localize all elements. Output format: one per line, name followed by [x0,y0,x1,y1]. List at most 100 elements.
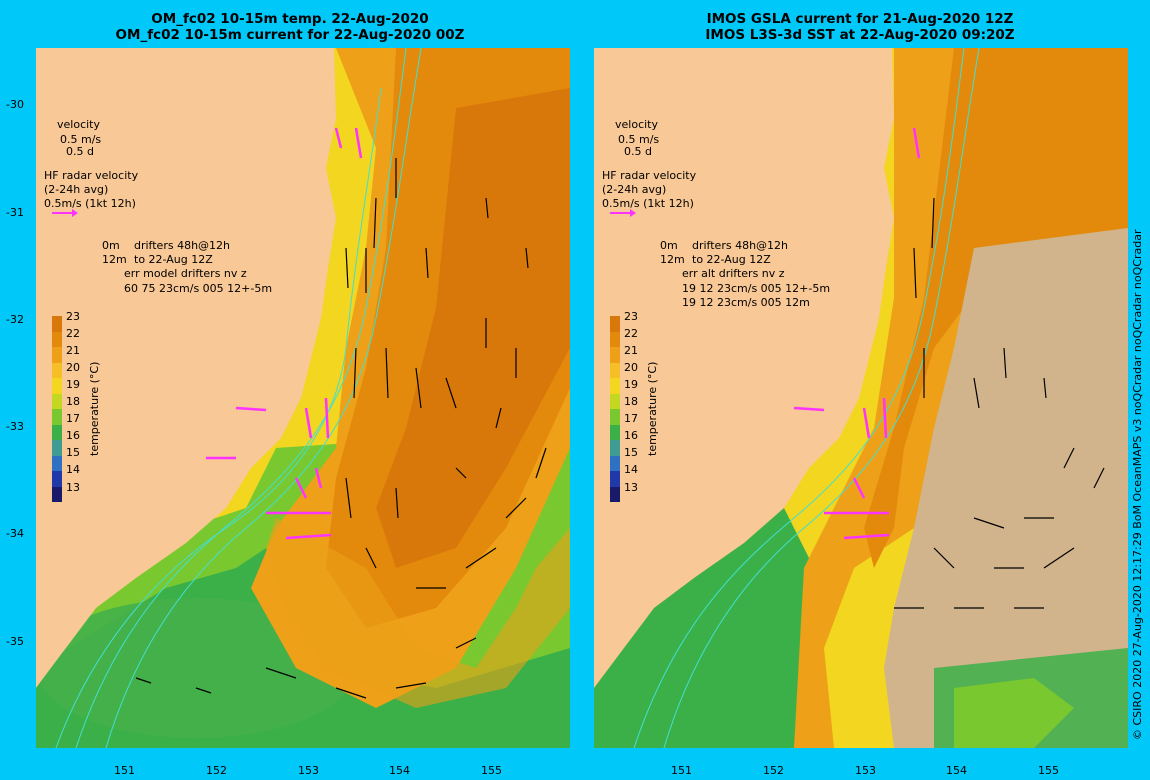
lon-tick-151: 151 [671,764,692,777]
colorbar-tick: 16 [624,429,638,443]
colorbar-swatch [52,486,62,502]
colorbar-swatch [52,331,62,347]
hf-radar-title: HF radar velocity [602,169,697,182]
colorbar-tick: 18 [66,395,80,409]
colorbar-tick: 14 [624,463,638,477]
colorbar-tick: 13 [66,480,80,494]
drifter-label2: to 22-Aug 12Z [692,253,771,266]
colorbar-swatch [610,347,620,363]
colorbar-tick: 23 [624,310,638,323]
colorbar-swatch [52,424,62,440]
colorbar-swatch [610,486,620,502]
colorbar-swatch [610,409,620,425]
err-line2: 60 75 23cm/s 005 12+-5m [124,282,273,295]
colorbar-tick: 20 [66,361,80,375]
colorbar-swatch [610,440,620,456]
colorbar-tick: 21 [624,344,638,358]
err-line1: err model drifters nv z [124,267,247,280]
colorbar-tick: 21 [66,344,80,358]
left-map[interactable] [36,48,570,748]
colorbar-swatch [610,362,620,378]
lat-tick-32: -32 [6,313,24,326]
colorbar-swatch [610,378,620,394]
colorbar-tick: 16 [66,429,80,443]
sst-field [36,48,570,748]
colorbar-swatch [52,378,62,394]
colorbar-tick: 20 [624,361,638,375]
drifter-tracks [206,127,363,540]
lon-tick-151: 151 [114,764,135,777]
left-map-svg [36,48,570,748]
credit-text: © CSIRO 2020 27-Aug-2020 12:17:29 BoM Oc… [1131,229,1144,740]
err-line3: 19 12 23cm/s 005 12m [682,296,810,309]
colorbar-tick: 17 [624,412,638,426]
lat-tick-34: -34 [6,527,24,540]
lon-tick-153: 153 [298,764,319,777]
drifter-label2: to 22-Aug 12Z [134,253,213,266]
lat-tick-31: -31 [6,206,24,219]
drifter-label1: drifters 48h@12h [134,239,231,252]
velocity-days: 0.5 d [624,145,652,158]
colorbar-tick: 13 [624,480,638,494]
hf-radar-title: HF radar velocity [44,169,139,182]
colorbar-swatch [610,316,620,332]
colorbar-tick: 15 [66,446,80,460]
colorbar-swatch [52,393,62,409]
hf-radar-avg: (2-24h avg) [602,183,667,196]
right-title: IMOS GSLA current for 21-Aug-2020 12Z IM… [640,11,1080,43]
drifter-0m: 0m [102,239,120,252]
drifter-tracks [793,127,921,540]
colorbar-tick: 19 [66,378,80,392]
colorbar-swatch [52,316,62,332]
colorbar-swatch [610,331,620,347]
lat-tick-33: -33 [6,420,24,433]
colorbar-label: temperature (°C) [646,361,659,456]
drifter-12m: 12m [660,253,685,266]
colorbar-tick: 18 [624,395,638,409]
colorbar-label: temperature (°C) [88,361,101,456]
velocity-scale: 0.5 m/s [60,133,102,146]
right-map-svg [594,48,1128,748]
lat-tick-35: -35 [6,635,24,648]
right-title-line1: IMOS GSLA current for 21-Aug-2020 12Z [706,11,1014,27]
colorbar-swatch [610,424,620,440]
left-title: OM_fc02 10-15m temp. 22-Aug-2020 OM_fc02… [70,11,510,43]
velocity-scale: 0.5 m/s [618,133,660,146]
hf-radar-arrow-icon [52,209,78,217]
hf-radar-scale: 0.5m/s (1kt 12h) [602,197,694,210]
velocity-label: velocity [615,118,658,131]
lon-tick-154: 154 [389,764,410,777]
lon-tick-154: 154 [946,764,967,777]
hf-radar-avg: (2-24h avg) [44,183,109,196]
lon-tick-152: 152 [206,764,227,777]
colorbar-swatch [610,455,620,471]
lon-tick-152: 152 [763,764,784,777]
err-line1: err alt drifters nv z [682,267,785,280]
current-arrows [135,158,547,699]
colorbar-tick: 22 [624,327,638,341]
drifter-label1: drifters 48h@12h [692,239,789,252]
colorbar-tick: 23 [66,310,80,323]
lat-tick-30: -30 [6,98,24,111]
velocity-days: 0.5 d [66,145,94,158]
lon-tick-153: 153 [855,764,876,777]
colorbar-tick: 22 [66,327,80,341]
left-title-line1: OM_fc02 10-15m temp. 22-Aug-2020 [151,11,429,27]
colorbar-swatch [610,393,620,409]
colorbar-tick: 14 [66,463,80,477]
right-map[interactable] [594,48,1128,748]
colorbar-swatch [52,471,62,487]
right-title-line2: IMOS L3S-3d SST at 22-Aug-2020 09:20Z [705,27,1015,43]
drifter-0m: 0m [660,239,678,252]
colorbar-swatch [52,409,62,425]
left-title-line2: OM_fc02 10-15m current for 22-Aug-2020 0… [115,27,465,43]
colorbar-tick: 15 [624,446,638,460]
drifter-12m: 12m [102,253,127,266]
hf-radar-arrow-icon [610,209,636,217]
colorbar-swatch [610,471,620,487]
lon-tick-155: 155 [1038,764,1059,777]
colorbar-tick: 17 [66,412,80,426]
colorbar-tick: 19 [624,378,638,392]
velocity-label: velocity [57,118,100,131]
colorbar-swatch [52,455,62,471]
